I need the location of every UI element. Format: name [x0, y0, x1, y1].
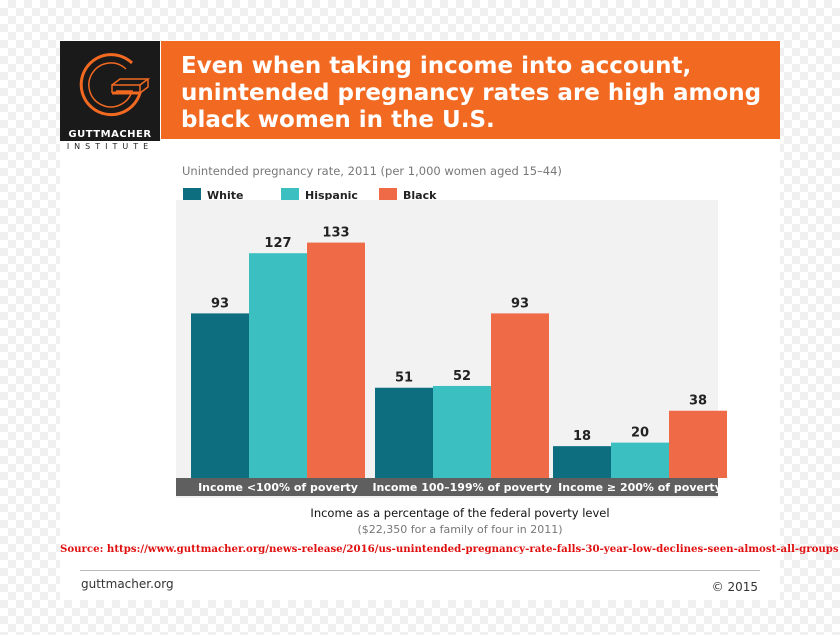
g-logo-icon [79, 53, 151, 117]
data-label-white-1: 93 [211, 296, 229, 311]
category-band [176, 478, 718, 496]
bar-hispanic-3 [611, 442, 669, 478]
bar-black-2 [491, 313, 549, 478]
category-label-2: Income 100–199% of poverty [372, 481, 551, 494]
category-label-1: Income <100% of poverty [198, 481, 358, 494]
legend-swatch-white [183, 188, 201, 203]
bar-hispanic-1 [249, 253, 307, 478]
title-banner: Even when taking income into account, un… [161, 41, 780, 139]
footer-divider [80, 570, 760, 571]
bar-black-3 [669, 410, 727, 478]
logo-name: GUTTMACHER [68, 129, 152, 140]
copyright: © 2015 [711, 580, 758, 594]
data-label-white-3: 18 [573, 429, 591, 444]
data-label-hispanic-3: 20 [631, 426, 649, 441]
chart-subtitle: Unintended pregnancy rate, 2011 (per 1,0… [182, 164, 562, 178]
website-label: guttmacher.org [81, 577, 174, 591]
legend-label-white: White [207, 189, 244, 202]
bar-black-1 [307, 242, 365, 478]
legend-label-black: Black [403, 189, 437, 202]
guttmacher-logo: GUTTMACHER [60, 41, 160, 141]
data-label-black-2: 93 [511, 296, 529, 311]
bar-white-1 [191, 313, 249, 478]
data-label-hispanic-1: 127 [264, 236, 291, 251]
legend-swatch-hispanic [281, 188, 299, 203]
x-axis-title: Income as a percentage of the federal po… [310, 506, 610, 520]
legend-swatch-black [379, 188, 397, 203]
source-citation: Source: https://www.guttmacher.org/news-… [60, 543, 839, 555]
data-label-white-2: 51 [395, 371, 413, 386]
logo-subtitle: INSTITUTE [66, 142, 154, 151]
data-label-hispanic-2: 52 [453, 369, 471, 384]
bar-hispanic-2 [433, 385, 491, 478]
category-label-3: Income ≥ 200% of poverty [558, 481, 722, 494]
legend-label-hispanic: Hispanic [305, 189, 358, 202]
data-label-black-1: 133 [322, 226, 349, 241]
infographic-card: GUTTMACHER INSTITUTE Even when taking in… [60, 40, 839, 600]
bar-chart: 93 127 133 Income <100% of poverty 51 52 93 Inc… [176, 226, 727, 496]
headline: Even when taking income into account, un… [181, 53, 762, 133]
bar-white-2 [375, 387, 433, 478]
x-axis-note: ($22,350 for a family of four in 2011) [357, 523, 563, 536]
bar-white-3 [553, 446, 611, 478]
data-label-black-3: 38 [689, 394, 707, 409]
